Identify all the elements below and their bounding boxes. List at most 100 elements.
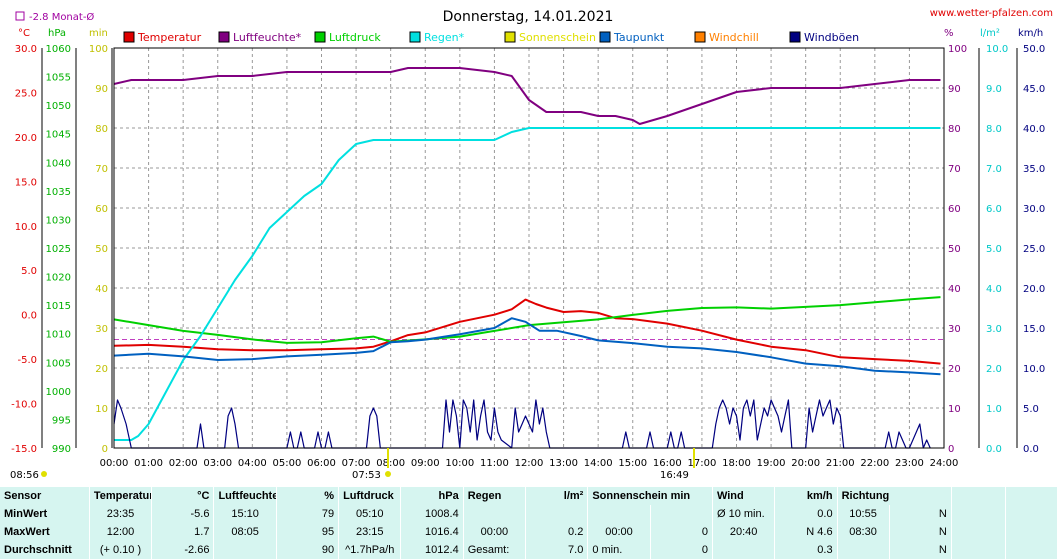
axis-tick-minutes: 100: [89, 44, 108, 55]
x-tick-label: 04:00: [238, 458, 267, 469]
rain-time: 00:00: [463, 523, 527, 541]
x-tick-label: 09:00: [411, 458, 440, 469]
hum-time: 15:10: [213, 505, 277, 523]
series-taupunkt: [113, 317, 941, 376]
x-tick-label: 14:00: [584, 458, 613, 469]
unit-pressure: hPa: [48, 28, 66, 39]
wind-value: N 4.6: [774, 523, 838, 541]
axis-tick-temp: 0.0: [21, 311, 37, 322]
header-wind-unit: km/h: [774, 487, 838, 505]
dir-value: N: [889, 505, 952, 523]
axis-tick-minutes: 20: [95, 364, 108, 375]
sun-value: 0: [650, 523, 713, 541]
temp-time: 12:00: [89, 523, 153, 541]
legend-swatch: [599, 31, 611, 43]
pres-value: 1016.4: [400, 523, 464, 541]
monthly-avg-icon: [15, 11, 25, 21]
stats-table: Sensor Temperatur °C Luftfeuchte % Luftd…: [0, 487, 1058, 559]
legend-swatch: [504, 31, 516, 43]
axis-tick-percent: 80: [948, 124, 961, 135]
axis-tick-pressure: 995: [52, 415, 71, 426]
axis-tick-rain: 3.0: [986, 324, 1002, 335]
axis-tick-wind: 15.0: [1023, 324, 1045, 335]
header-sensor: Sensor: [0, 487, 90, 505]
sunrise-marker: [385, 471, 391, 477]
axis-tick-minutes: 60: [95, 204, 108, 215]
axis-tick-rain: 8.0: [986, 124, 1002, 135]
x-tick-label: 15:00: [618, 458, 647, 469]
legend-label: Temperatur: [137, 31, 202, 44]
wind-time: [712, 541, 776, 559]
axis-tick-wind: 10.0: [1023, 364, 1045, 375]
legend: Temperatur Luftfeuchte* Luftdruck Regen* Son…: [123, 31, 859, 44]
sun-value: [650, 505, 713, 523]
stats-row-min: MinWert 23:35 -5.6 15:10 79 05:10 1008.4…: [0, 505, 1058, 523]
x-tick-label: 03:00: [203, 458, 232, 469]
x-tick-label: 18:00: [722, 458, 751, 469]
x-tick-label: 05:00: [273, 458, 302, 469]
stats-panel: Sensor Temperatur °C Luftfeuchte % Luftd…: [0, 487, 1058, 559]
rain-value: 0.2: [525, 523, 589, 541]
sun-value: 0: [650, 541, 713, 559]
unit-rain: l/m²: [980, 28, 1000, 39]
rain-value: 7.0: [525, 541, 589, 559]
axis-tick-percent: 20: [948, 364, 961, 375]
hum-value: 90: [276, 541, 340, 559]
dir-time: 10:55: [837, 505, 890, 523]
axis-tick-temp: -15.0: [11, 444, 37, 455]
axis-tick-rain: 10.0: [986, 44, 1008, 55]
source-link[interactable]: www.wetter-pfalzen.com: [930, 8, 1053, 19]
sun-time: 0 min.: [587, 541, 651, 559]
pres-value: 1008.4: [400, 505, 464, 523]
axis-tick-percent: 50: [948, 244, 961, 255]
series-luftdruck: [113, 296, 941, 344]
header-luftdruck-unit: hPa: [400, 487, 464, 505]
legend-swatch: [218, 31, 230, 43]
wind-value: 0.3: [774, 541, 838, 559]
legend-swatch: [123, 31, 135, 43]
axis-tick-pressure: 990: [52, 444, 71, 455]
sunset-label: 16:49: [660, 470, 689, 481]
pres-time: ^1.7hPa/h: [338, 541, 402, 559]
dir-time: [837, 541, 890, 559]
temp-value: -2.66: [151, 541, 215, 559]
legend-label: Luftdruck: [329, 31, 381, 44]
chart-background: [0, 0, 1058, 487]
axis-tick-rain: 4.0: [986, 284, 1002, 295]
header-wind: Wind: [712, 487, 776, 505]
axis-tick-wind: 20.0: [1023, 284, 1045, 295]
axis-tick-rain: 7.0: [986, 164, 1002, 175]
unit-percent: %: [944, 28, 954, 39]
legend-swatch: [314, 31, 326, 43]
hum-value: 95: [276, 523, 340, 541]
axis-tick-temp: 25.0: [15, 88, 37, 99]
axis-tick-wind: 5.0: [1023, 404, 1039, 415]
temp-value: -5.6: [151, 505, 215, 523]
axis-tick-temp: 10.0: [15, 222, 37, 233]
axis-tick-rain: 5.0: [986, 244, 1002, 255]
header-sonnenschein: Sonnenschein min: [587, 487, 713, 505]
axis-tick-minutes: 70: [95, 164, 108, 175]
temp-time: 23:35: [89, 505, 153, 523]
header-regen: Regen: [463, 487, 527, 505]
x-tick-label: 01:00: [134, 458, 163, 469]
axis-tick-temp: -10.0: [11, 400, 37, 411]
axis-tick-temp: 20.0: [15, 133, 37, 144]
axis-tick-wind: 45.0: [1023, 84, 1045, 95]
header-temperatur: Temperatur: [89, 487, 153, 505]
wind-value: 0.0: [774, 505, 838, 523]
pad-a: [951, 505, 1006, 523]
axis-tick-temp: -5.0: [17, 355, 37, 366]
stats-row-avg: Durchschnitt (+ 0.10 ) -2.66 90 ^1.7hPa/…: [0, 541, 1058, 559]
sun-marker-left: [41, 471, 47, 477]
series-luftfeuchte: [113, 67, 941, 125]
axis-tick-pressure: 1055: [46, 73, 71, 84]
x-tick-label: 06:00: [307, 458, 336, 469]
pad-a: [951, 541, 1006, 559]
axis-tick-pressure: 1040: [46, 158, 71, 169]
axis-tick-rain: 1.0: [986, 404, 1002, 415]
axis-tick-percent: 60: [948, 204, 961, 215]
axis-tick-percent: 10: [948, 404, 961, 415]
axis-tick-percent: 90: [948, 84, 961, 95]
sun-time: [587, 505, 651, 523]
